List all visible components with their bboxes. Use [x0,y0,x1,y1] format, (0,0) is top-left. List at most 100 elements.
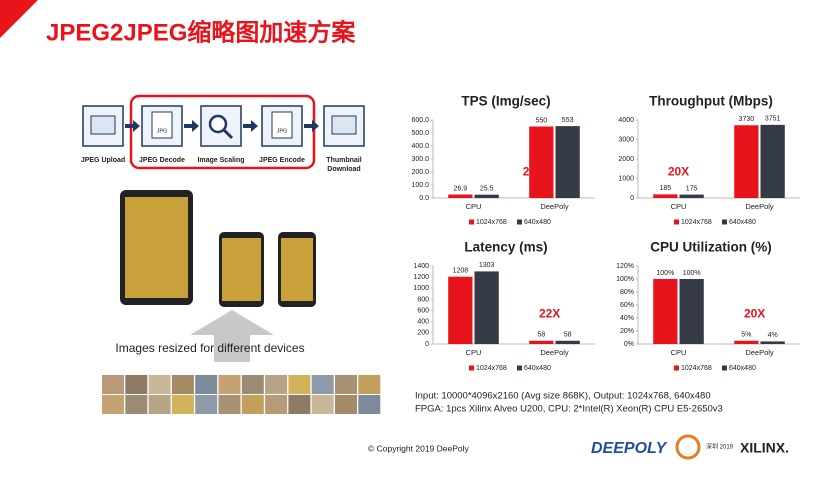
y-tick-label: 0 [425,341,429,348]
bar [529,340,554,344]
thumbnail [148,375,171,394]
bar [448,276,473,344]
copyright: © Copyright 2019 DeePoly [368,443,470,453]
phone-screen [222,238,261,301]
logo-deepoly: DEEPOLY [591,440,668,457]
tablet-screen [125,197,188,298]
image-icon [331,115,357,135]
annotation: 22X [539,307,560,321]
chart-title: Throughput (Mbps) [649,94,773,109]
bar [679,279,704,344]
bar [653,279,678,344]
logo-xilinx: XILINX. [740,440,789,456]
phone-screen [281,238,313,301]
icon-label: JPG [157,128,168,134]
value-label: 553 [562,117,574,124]
chart-title: CPU Utilization (%) [650,240,772,255]
up-arrow [190,310,274,362]
y-tick-label: 2000 [618,156,634,163]
bar [760,124,785,198]
value-label: 3751 [765,116,781,123]
bar [474,194,499,198]
legend-swatch [469,219,474,225]
value-label: 1208 [453,268,469,275]
legend-label: 640x480 [729,219,756,226]
y-tick-label: 600.0 [411,117,429,124]
thumbnail [335,395,357,414]
bar [474,271,499,344]
x-tick-label: DeePoly [745,202,774,211]
badge-text: 深圳 2019 [706,443,734,451]
legend-label: 1024x768 [681,219,712,226]
flow-arrow [125,120,140,132]
y-tick-label: 40% [620,315,634,322]
thumbnail [218,375,241,394]
thumbnail [102,375,124,394]
x-tick-label: CPU [466,202,482,211]
value-label: 3730 [739,116,755,123]
thumbnail [102,395,124,414]
bar [555,126,580,198]
x-tick-label: CPU [466,348,482,357]
bar [760,341,785,344]
y-tick-label: 200 [417,330,429,337]
file-icon [271,111,293,139]
y-tick-label: 1000 [618,175,634,182]
thumbnail-strip [102,375,381,414]
thumbnail [311,395,334,414]
thumbnail [265,395,288,414]
legend-label: 640x480 [524,219,551,226]
y-tick-label: 0% [624,341,634,348]
y-tick-label: 400 [417,319,429,326]
caption: Images resized for different devices [115,341,304,355]
y-tick-label: 200.0 [411,169,429,176]
thumbnail [288,395,311,414]
value-label: 1303 [479,262,495,269]
legend-swatch [517,219,522,225]
y-tick-label: 1000 [413,285,429,292]
legend-label: 640x480 [524,365,551,372]
chart-title: Latency (ms) [464,240,547,255]
bar [529,126,554,198]
step-label: Thumbnail Download [326,157,361,173]
slide-title: JPEG2JPEG缩略图加速方案 [46,18,356,46]
bar [653,194,678,198]
value-label: 26.9 [454,185,468,192]
value-label: 175 [686,185,698,192]
magnifier [208,114,228,134]
annotation: 20X [744,307,765,321]
legend-swatch [517,365,522,371]
chart-title: TPS (Img/sec) [461,94,550,109]
thumbnail [288,375,311,394]
value-label: 100% [683,270,701,277]
bar [448,194,473,198]
legend-swatch [469,365,474,371]
value-label: 5% [741,332,751,339]
y-tick-label: 60% [620,302,634,309]
legend-label: 640x480 [729,365,756,372]
thumbnail [311,375,334,394]
bar [555,340,580,344]
thumbnail [358,375,381,394]
y-tick-label: 1400 [413,263,429,270]
y-tick-label: 0 [630,195,634,202]
accelerated-group [129,94,316,170]
step-label: JPEG Encode [259,157,305,164]
annotation: 20X [523,165,544,179]
value-label: 25.5 [480,186,494,193]
y-tick-label: 600 [417,307,429,314]
step-label: Image Scaling [197,157,244,164]
legend-label: 1024x768 [476,219,507,226]
y-tick-label: 100% [616,276,634,283]
value-label: 185 [660,185,672,192]
thumbnail [358,395,381,414]
thumbnail [171,375,194,394]
file-icon [151,111,173,139]
value-label: 58 [537,332,545,339]
thumbnail [265,375,288,394]
y-tick-label: 80% [620,289,634,296]
image-icon [90,115,116,135]
x-tick-label: DeePoly [540,348,569,357]
thumbnail [148,395,171,414]
value-label: 550 [536,117,548,124]
